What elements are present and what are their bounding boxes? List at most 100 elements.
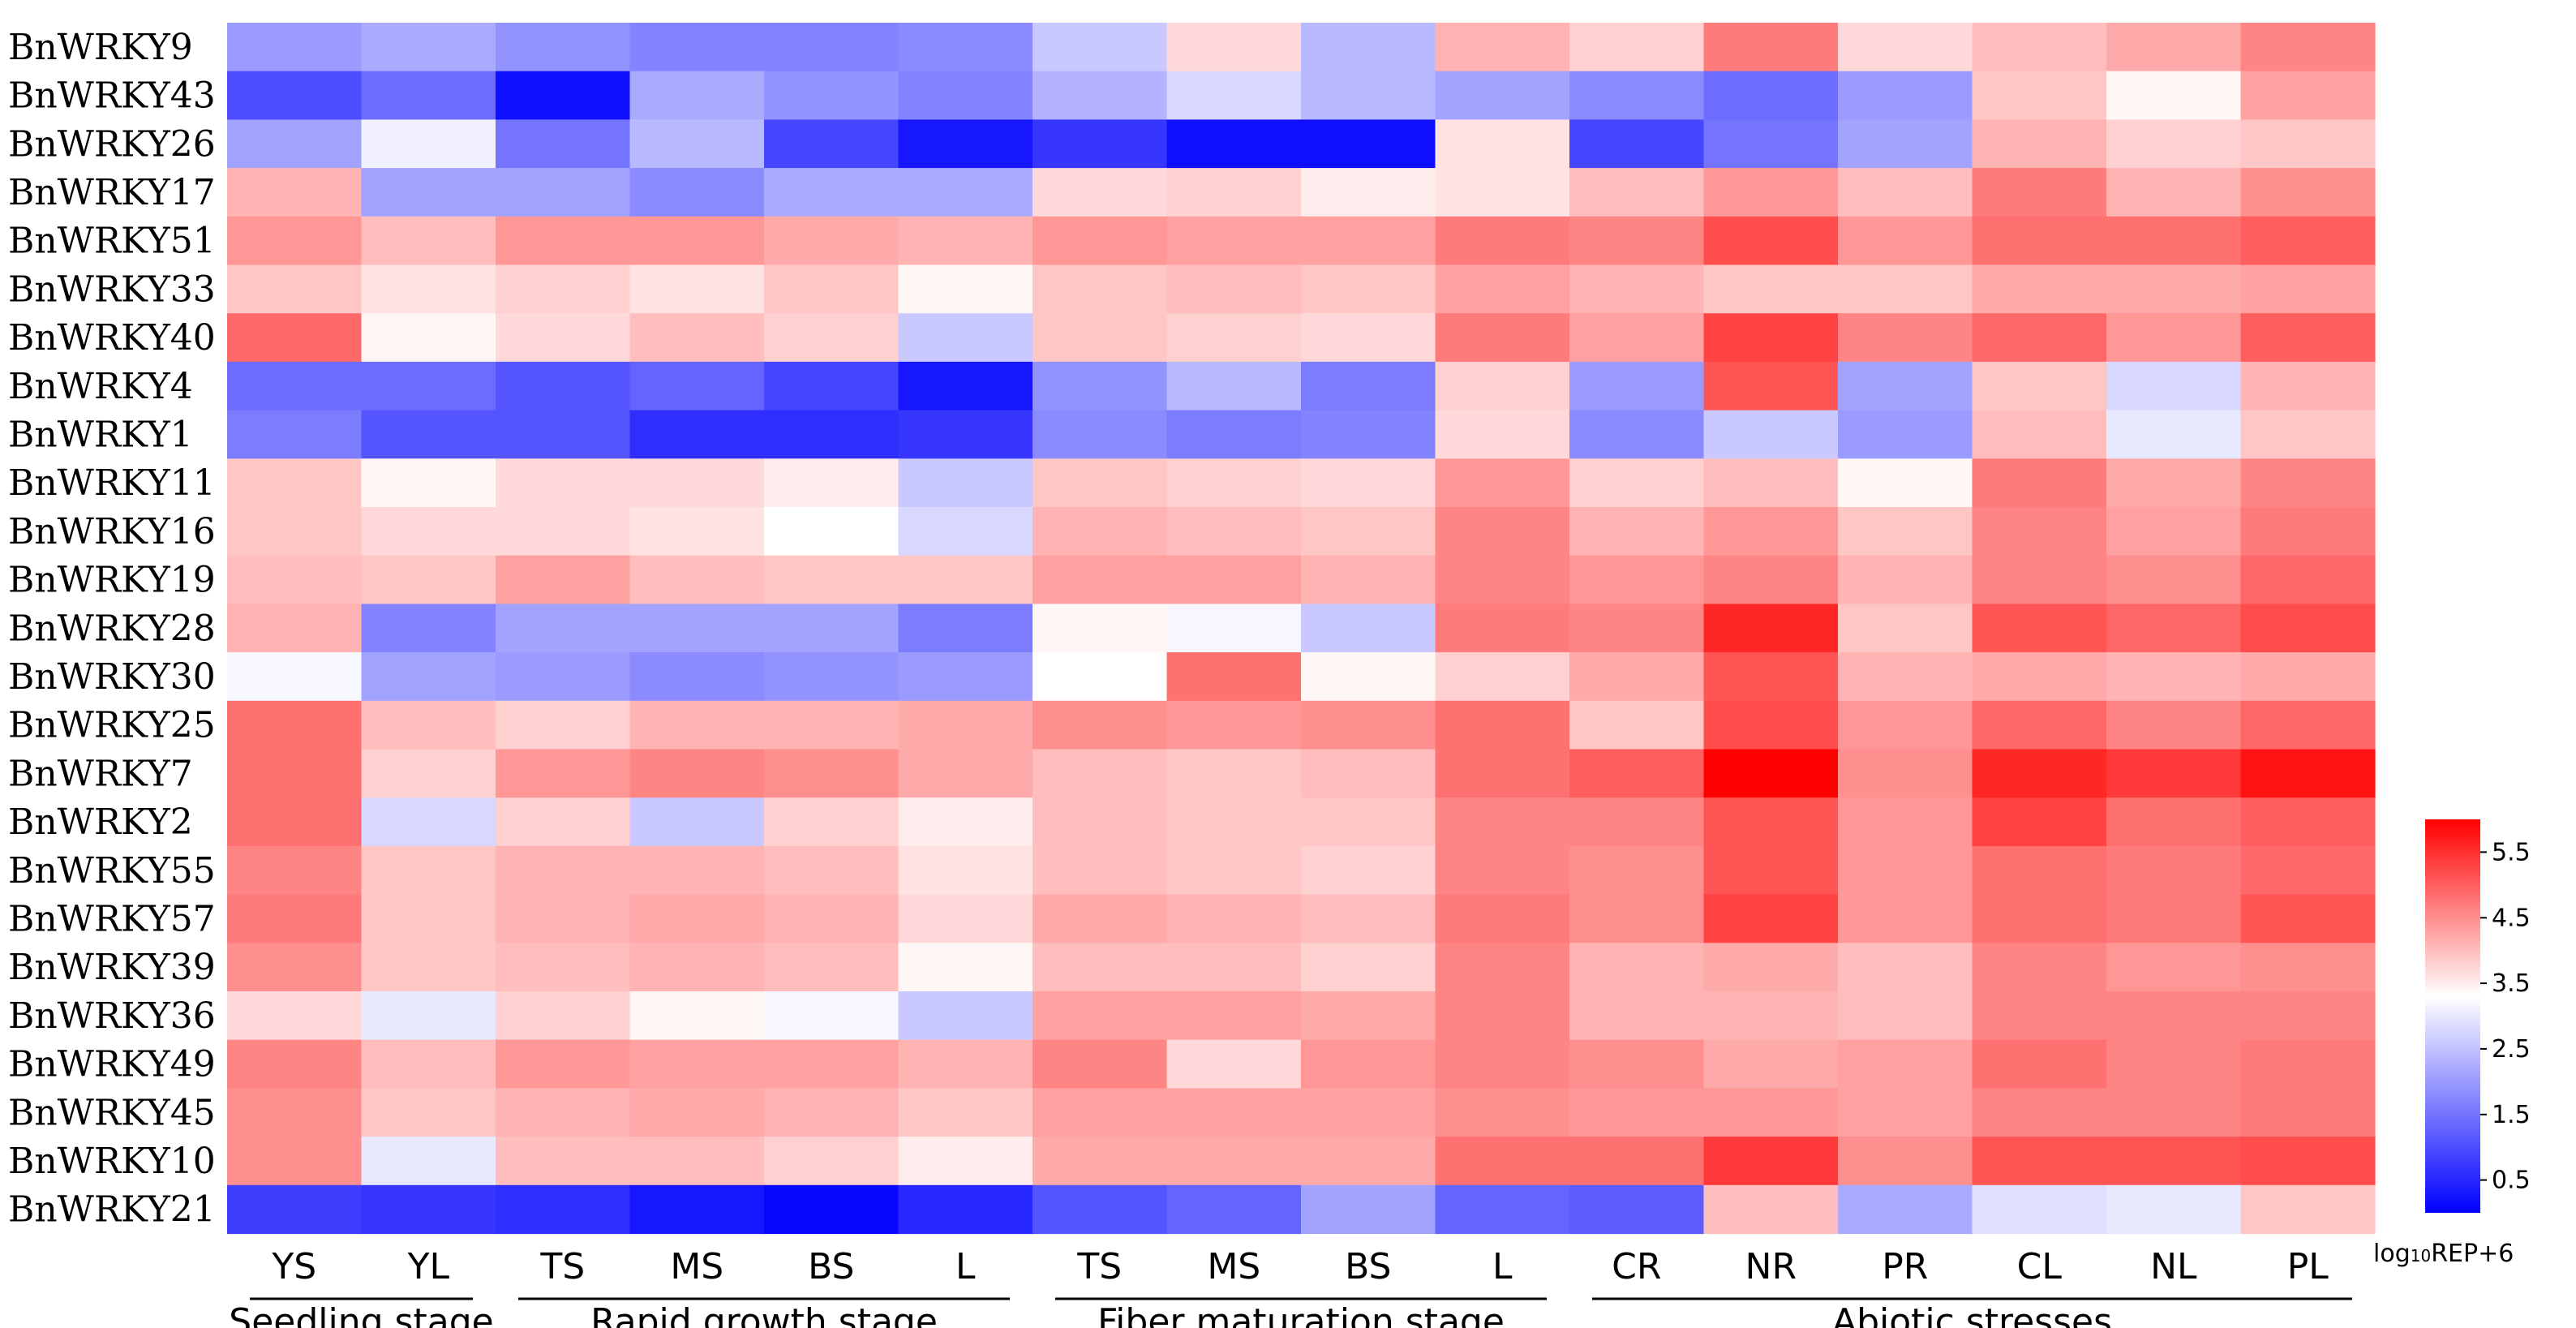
heatmap-cell [1972,845,2107,896]
heatmap-cell [1435,458,1570,508]
color-scale-title: log10REP+6 [2373,1240,2514,1268]
heatmap-cell [2240,119,2376,169]
heatmap-cell [1301,119,1436,169]
heatmap-cell [1569,313,1705,363]
heatmap-cell [496,797,631,847]
heatmap-cell [361,700,496,750]
heatmap-cell [2106,313,2242,363]
heatmap-cell [629,894,765,943]
heatmap-cell [764,458,899,508]
heatmap-cell [1703,749,1839,798]
heatmap-cell [1033,604,1168,653]
heatmap-cell [361,264,496,314]
heatmap-cell [496,1039,631,1089]
heatmap-cell [227,410,363,459]
heatmap-cell [496,264,631,314]
heatmap-cell [496,1184,631,1235]
heatmap-cell [1703,361,1839,411]
group-label: Rapid growth stage [590,1301,938,1328]
heatmap-cell [629,264,765,314]
heatmap-cell [496,458,631,508]
heatmap-cell [1301,1184,1436,1235]
heatmap-cell [2106,168,2242,217]
heatmap-cell [764,1039,899,1089]
heatmap-cell [1569,23,1705,72]
row-label: BnWRKY7 [8,753,193,794]
heatmap-cell [1033,410,1168,459]
heatmap-cell [1435,652,1570,702]
heatmap-cell [898,1137,1033,1186]
heatmap-cell [227,1184,363,1235]
heatmap-cell [1569,652,1705,702]
row-label: BnWRKY26 [8,123,216,165]
heatmap-cell [1033,1039,1168,1089]
heatmap-cell [629,361,765,411]
heatmap-cell [2106,1039,2242,1089]
heatmap-cell [1166,555,1302,604]
heatmap-cell [764,1088,899,1137]
heatmap-cell [1972,1039,2107,1089]
heatmap-cell [764,119,899,169]
row-label: BnWRKY43 [8,75,216,117]
heatmap-cell [1569,700,1705,750]
heatmap-cell [1301,410,1436,459]
heatmap-cell [2106,700,2242,750]
color-scale-tick-label: 5.5 [2492,838,2531,866]
heatmap-cell [1703,1184,1839,1235]
heatmap-cell [1033,749,1168,798]
heatmap-cell [227,652,363,702]
heatmap-cell [898,313,1033,363]
heatmap-cell [2106,652,2242,702]
heatmap-cell [629,168,765,217]
heatmap-cell [1838,700,1973,750]
row-label: BnWRKY11 [8,462,216,504]
heatmap-cell [1301,797,1436,847]
heatmap-cell [1838,216,1973,266]
heatmap-cell [1166,458,1302,508]
heatmap-cell [2240,797,2376,847]
heatmap-cell [1972,555,2107,604]
heatmap-cell [1033,71,1168,120]
heatmap-cell [2240,216,2376,266]
column-label: TS [1076,1246,1122,1287]
heatmap-cell [1972,23,2107,72]
heatmap-cell [1166,797,1302,847]
row-label: BnWRKY1 [8,415,193,456]
heatmap-cell [1972,507,2107,557]
heatmap-cell [898,410,1033,459]
row-label: BnWRKY19 [8,560,216,601]
heatmap-cell [898,604,1033,653]
heatmap-cell [2240,313,2376,363]
heatmap-cell [629,700,765,750]
heatmap-cell [764,23,899,72]
heatmap-cell [496,943,631,992]
heatmap-cell [2240,749,2376,798]
heatmap-cell [1569,410,1705,459]
heatmap-cell [898,1039,1033,1089]
row-label: BnWRKY2 [8,802,193,843]
heatmap-cell [898,216,1033,266]
heatmap-cell [227,264,363,314]
heatmap-cell [1301,652,1436,702]
row-label: BnWRKY45 [8,1092,216,1133]
heatmap-cell [1166,604,1302,653]
heatmap-cell [1166,749,1302,798]
heatmap-cell [1838,23,1973,72]
heatmap-cell [1301,749,1436,798]
heatmap-cell [629,507,765,557]
heatmap-cell [764,845,899,896]
heatmap-cell [496,23,631,72]
column-label: BS [808,1246,854,1287]
heatmap-cell [1838,1088,1973,1137]
heatmap-cell [1838,313,1973,363]
heatmap-cell [227,991,363,1041]
heatmap-cell [2106,71,2242,120]
heatmap-cell [1301,216,1436,266]
heatmap-cell [361,749,496,798]
heatmap-cell [1838,555,1973,604]
heatmap-cell [496,119,631,169]
heatmap-cell [1972,458,2107,508]
heatmap-cell [227,23,363,72]
heatmap-cell [1972,894,2107,943]
heatmap-cell [898,1184,1033,1235]
